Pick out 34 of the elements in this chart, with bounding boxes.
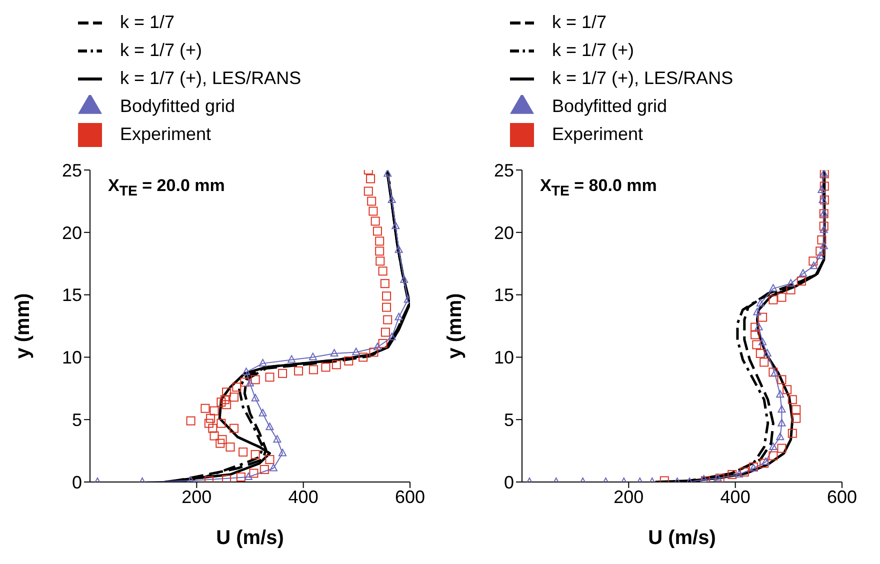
y-tick-label: 0 [504,472,514,492]
y-axis-title: y (mm) [12,293,34,359]
x-axis-title: U (m/s) [216,527,284,549]
legend-label: k = 1/7 [120,12,175,32]
legend-label: k = 1/7 [552,12,607,32]
y-tick-label: 20 [62,222,82,243]
y-tick-label: 5 [504,410,514,430]
y-tick-label: 15 [62,285,82,306]
legend-label: k = 1/7 (+) [120,40,202,60]
x-tick-label: 600 [394,486,426,507]
y-tick-label: 0 [72,472,82,492]
y-tick-label: 25 [62,160,82,180]
legend-label: Bodyfitted grid [552,96,668,116]
y-tick-label: 20 [494,222,514,243]
y-tick-label: 10 [494,348,514,368]
y-tick-label: 10 [62,348,82,368]
x-tick-label: 400 [288,486,318,507]
legend-label: Bodyfitted grid [120,96,236,116]
y-tick-label: 15 [494,285,514,306]
legend-label: Experiment [120,124,212,144]
y-tick-label: 5 [72,410,82,430]
annotation: X$_{TE}$ = 20.0 mm [108,176,225,200]
y-tick-label: 25 [494,160,514,180]
x-tick-label: 400 [720,486,750,507]
y-axis-title: y (mm) [444,293,466,359]
x-tick-label: 600 [826,486,858,507]
x-tick-label: 200 [614,486,644,507]
legend-label: k = 1/7 (+) [552,40,634,60]
x-tick-label: 200 [182,486,212,507]
legend-label: k = 1/7 (+), LES/RANS [552,68,734,88]
annotation: X$_{TE}$ = 80.0 mm [540,176,657,200]
x-axis-title: U (m/s) [648,527,716,549]
legend-label: Experiment [552,124,644,144]
legend-label: k = 1/7 (+), LES/RANS [120,68,302,88]
